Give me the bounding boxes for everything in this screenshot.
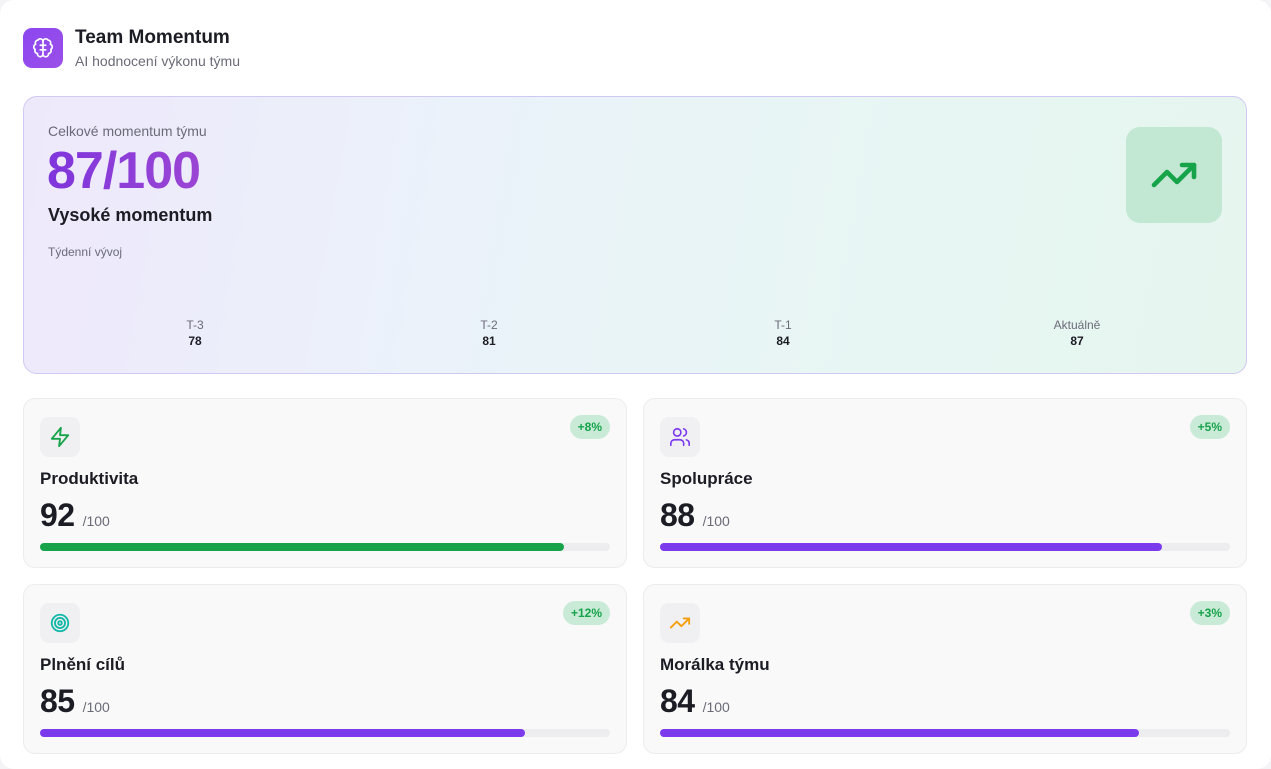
metric-title: Plnění cílů: [40, 655, 126, 674]
metric-value: 92: [40, 497, 75, 533]
metric-title: Morálka týmu: [660, 655, 770, 674]
progress-bar: [660, 729, 1230, 737]
change-badge: +5%: [1189, 415, 1230, 439]
week-value: 81: [482, 334, 496, 348]
metric-title: Spolupráce: [660, 469, 753, 488]
header: Team Momentum AI hodnocení výkonu týmu: [23, 27, 240, 70]
change-badge: +3%: [1189, 601, 1230, 625]
progress-fill: [660, 543, 1162, 551]
week-item: Aktuálně 87: [930, 317, 1224, 349]
week-label: T-1: [774, 318, 792, 332]
week-item: T-1 84: [636, 317, 930, 349]
weekly-trend: T-3 78 T-2 81 T-1 84 Aktuálně 87: [48, 317, 1224, 349]
week-label: T-3: [186, 318, 204, 332]
metric-card-productivity[interactable]: +8% Produktivita 92 /100: [23, 398, 627, 568]
week-value: 84: [776, 334, 790, 348]
overall-momentum-score: 87/100: [47, 142, 201, 200]
overall-momentum-label: Celkové momentum týmu: [48, 123, 207, 139]
trending-up-icon: [1126, 127, 1222, 223]
metric-max: /100: [702, 699, 730, 715]
metric-value: 85: [40, 683, 75, 719]
week-label: T-2: [480, 318, 498, 332]
metric-value: 88: [660, 497, 695, 533]
metric-card-morale[interactable]: +3% Morálka týmu 84 /100: [643, 584, 1247, 754]
metric-value: 84: [660, 683, 695, 719]
week-item: T-2 81: [342, 317, 636, 349]
metric-max: /100: [82, 513, 110, 529]
progress-fill: [40, 543, 565, 551]
metric-title: Produktivita: [40, 469, 139, 488]
progress-bar: [40, 729, 610, 737]
weekly-trend-label: Týdenní vývoj: [48, 245, 123, 259]
progress-fill: [40, 729, 525, 737]
users-icon: [660, 417, 700, 457]
momentum-overview-card: Celkové momentum týmu 87/100 Vysoké mome…: [23, 96, 1247, 374]
brain-icon: [23, 28, 63, 68]
week-value: 87: [1070, 334, 1084, 348]
change-badge: +12%: [562, 601, 610, 625]
progress-fill: [660, 729, 1139, 737]
metric-card-goals[interactable]: +12% Plnění cílů 85 /100: [23, 584, 627, 754]
change-badge: +8%: [569, 415, 610, 439]
metric-max: /100: [82, 699, 110, 715]
progress-bar: [660, 543, 1230, 551]
trending-up-icon: [660, 603, 700, 643]
target-icon: [40, 603, 80, 643]
zap-icon: [40, 417, 80, 457]
progress-bar: [40, 543, 610, 551]
week-item: T-3 78: [48, 317, 342, 349]
momentum-status: Vysoké momentum: [48, 205, 213, 225]
week-value: 78: [188, 334, 202, 348]
app-subtitle: AI hodnocení výkonu týmu: [75, 53, 240, 69]
metric-max: /100: [702, 513, 730, 529]
week-label: Aktuálně: [1053, 318, 1101, 332]
app-title: Team Momentum: [75, 27, 230, 48]
metric-card-collaboration[interactable]: +5% Spolupráce 88 /100: [643, 398, 1247, 568]
